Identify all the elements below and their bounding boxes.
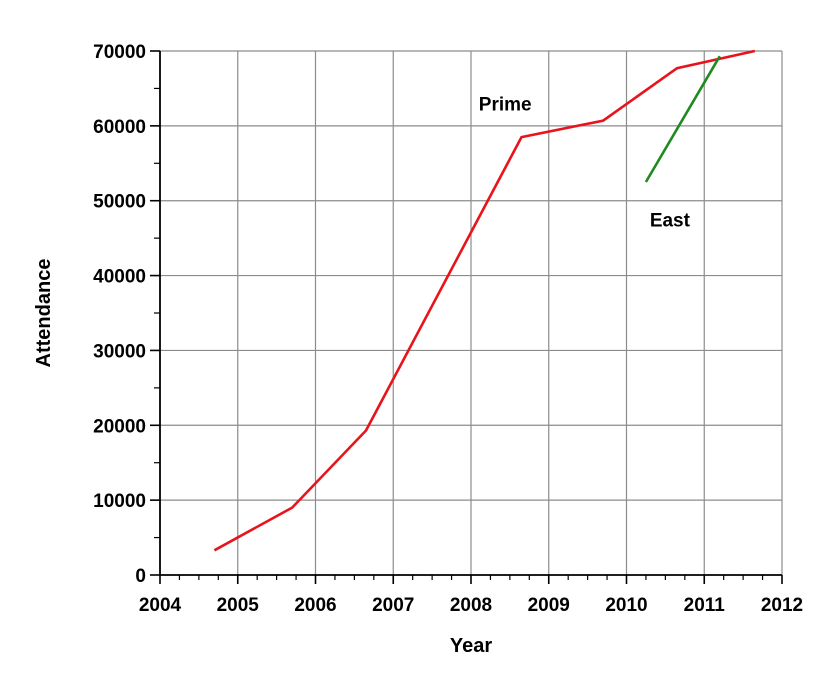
x-axis-title: Year (450, 635, 492, 657)
y-tick-label: 70000 (93, 42, 146, 63)
series-lines (213, 49, 756, 552)
series-line-prime (213, 49, 756, 552)
y-tick-label: 20000 (93, 416, 146, 437)
y-axis-title: Attendance (33, 259, 55, 368)
y-tick-label: 50000 (93, 192, 146, 213)
axes (150, 50, 783, 584)
y-tick-label: 60000 (93, 117, 146, 138)
series-label-prime: Prime (479, 94, 532, 115)
x-tick-label: 2010 (605, 595, 647, 616)
x-tick-label: 2006 (294, 595, 336, 616)
x-tick-label: 2004 (139, 595, 182, 616)
x-tick-label: 2011 (684, 595, 726, 616)
x-tick-label: 2009 (528, 595, 570, 616)
grid (160, 50, 783, 575)
x-tick-label: 2007 (372, 595, 414, 616)
series-label-east: East (650, 210, 691, 231)
labels: 2004 2005 2006 2007 2008 2009 2010 2011 2012 0 100… (93, 42, 803, 616)
y-tick-label: 30000 (93, 341, 146, 362)
y-tick-label: 40000 (93, 267, 146, 288)
series-line-east (644, 55, 721, 183)
x-tick-label: 2005 (217, 595, 260, 616)
x-tick-label: 2008 (450, 595, 492, 616)
y-tick-label: 0 (135, 566, 146, 587)
y-tick-label: 10000 (93, 491, 146, 512)
x-tick-label: 2012 (761, 595, 803, 616)
